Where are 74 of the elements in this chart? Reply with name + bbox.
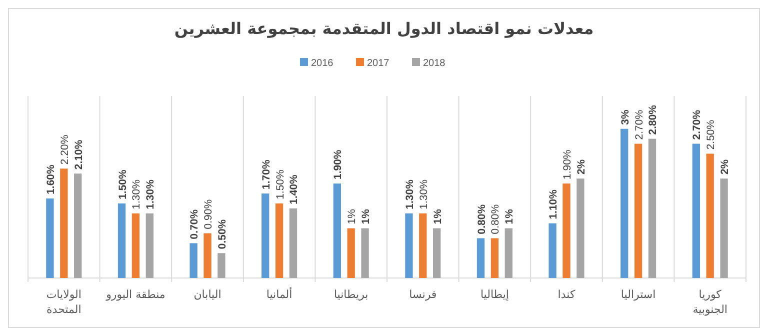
bar xyxy=(648,138,656,278)
data-label: 2.50% xyxy=(705,120,718,150)
bar xyxy=(504,228,512,278)
bar xyxy=(562,184,570,278)
x-tick-label: الولايات المتحدة xyxy=(46,288,82,316)
bar xyxy=(405,213,413,278)
x-tick-label: كندا xyxy=(558,288,576,301)
data-label: 2.10% xyxy=(72,139,85,170)
data-label: 1.10% xyxy=(548,188,560,220)
data-label: 2% xyxy=(575,158,588,175)
bar xyxy=(118,203,126,278)
data-label: 0.70% xyxy=(188,208,201,240)
data-label: 3% xyxy=(619,108,632,125)
bar xyxy=(146,213,154,278)
bar xyxy=(289,208,298,278)
chart-title: معدلات نمو اقتصاد الدول المتقدمة بمجموعة العشرين xyxy=(174,19,594,38)
data-label: 1% xyxy=(360,208,372,224)
x-tick-label: بريطانيا xyxy=(334,288,368,301)
bar xyxy=(190,243,198,278)
x-tick-label: ألمانيا xyxy=(266,287,292,301)
bar xyxy=(490,238,499,278)
x-tick-label: استراليا xyxy=(620,288,656,301)
bar xyxy=(433,228,441,278)
data-label: 2.70% xyxy=(691,109,704,140)
bar xyxy=(548,223,556,278)
data-label: 2.80% xyxy=(647,104,660,135)
data-label: 0.80% xyxy=(476,204,488,234)
bar xyxy=(347,228,355,278)
bar xyxy=(46,198,54,278)
data-label: 1.90% xyxy=(562,150,574,180)
bar xyxy=(634,144,642,278)
data-label: 0.50% xyxy=(216,218,228,250)
data-label: 1% xyxy=(504,208,516,224)
bar xyxy=(576,178,584,278)
data-label: 1.90% xyxy=(332,149,344,180)
bar xyxy=(692,144,700,278)
data-label: 2.20% xyxy=(58,134,71,165)
x-tick-label: إيطاليا xyxy=(480,288,509,301)
bar xyxy=(333,184,341,278)
bar xyxy=(218,253,226,278)
bar xyxy=(204,233,212,278)
bar xyxy=(620,128,628,278)
bar xyxy=(60,168,68,278)
data-label: 2% xyxy=(719,158,732,175)
data-label: 2.70% xyxy=(633,110,646,140)
data-label: 1.60% xyxy=(44,164,57,194)
data-label: 1.30% xyxy=(144,178,157,210)
data-label: 1.30% xyxy=(418,180,430,210)
legend-label: 2018 xyxy=(423,58,446,69)
bar xyxy=(132,213,140,278)
bar xyxy=(262,193,270,278)
data-label: 1% xyxy=(432,208,444,224)
x-tick-label: فرنسا xyxy=(409,288,437,301)
bar xyxy=(706,154,714,278)
data-label: 1.50% xyxy=(274,170,286,200)
data-label: 1.30% xyxy=(404,178,416,210)
x-tick-label: منطقة اليورو xyxy=(105,288,166,301)
bar xyxy=(275,203,284,278)
x-tick-label: كوريا الجنوبية xyxy=(692,288,728,316)
data-label: 1.70% xyxy=(260,159,272,190)
bar xyxy=(361,228,369,278)
bar xyxy=(720,178,728,278)
legend-label: 2017 xyxy=(367,58,390,69)
bar xyxy=(476,238,485,278)
data-label: 0.90% xyxy=(202,199,214,230)
data-label: 1.30% xyxy=(130,180,143,210)
bar xyxy=(419,213,427,278)
data-label: 1.40% xyxy=(288,174,300,204)
data-label: 1% xyxy=(346,209,358,224)
bar xyxy=(74,174,82,278)
x-tick-label: اليابان xyxy=(194,288,222,301)
data-label: 0.80% xyxy=(490,204,502,234)
legend-label: 2016 xyxy=(311,58,334,69)
data-label: 1.50% xyxy=(116,168,129,200)
